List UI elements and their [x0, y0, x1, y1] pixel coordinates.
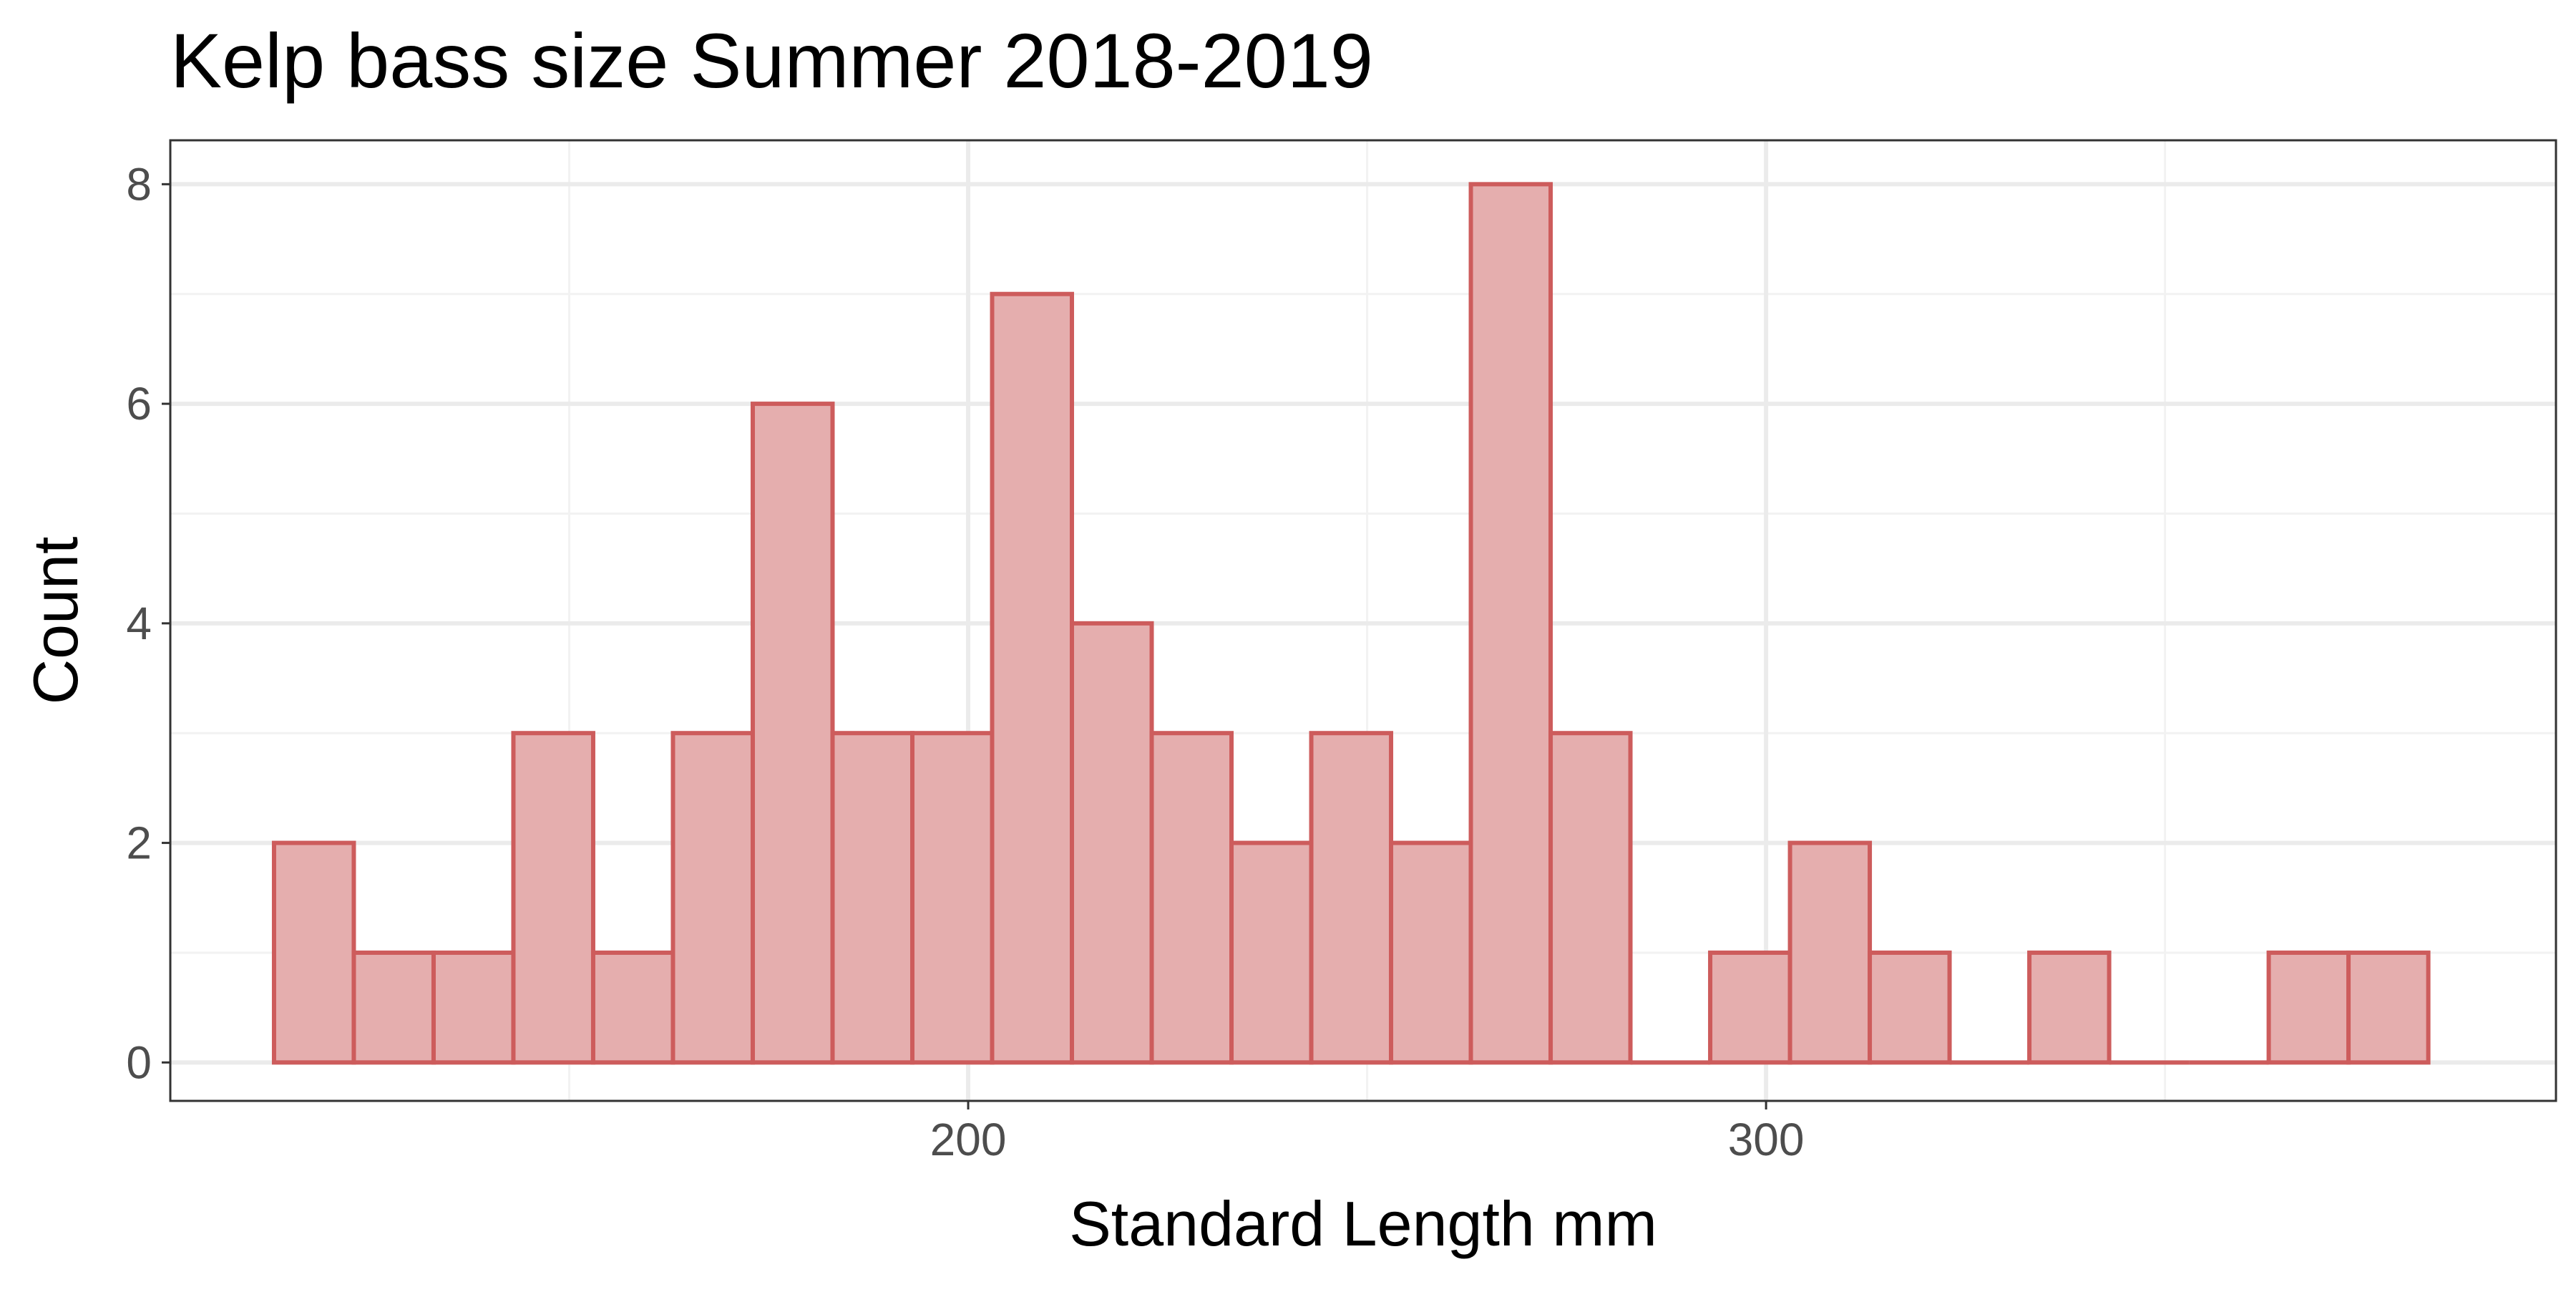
histogram-bar — [909, 731, 995, 1065]
histogram-bar — [1787, 840, 1873, 1065]
y-axis-ticks: 0 2 4 6 8 — [126, 158, 170, 1088]
histogram-bar — [990, 291, 1075, 1065]
y-axis-title: Count — [20, 537, 91, 705]
y-tick-label: 4 — [126, 598, 152, 649]
histogram-bars — [271, 182, 2431, 1065]
histogram-bar — [431, 950, 516, 1065]
y-tick-label: 0 — [126, 1036, 152, 1088]
histogram-bar — [830, 731, 914, 1065]
x-tick-label: 200 — [930, 1114, 1007, 1165]
histogram-bar — [2027, 950, 2112, 1065]
histogram-bar — [1468, 182, 1553, 1065]
histogram-bar — [2266, 950, 2351, 1065]
y-tick-label: 8 — [126, 158, 152, 210]
histogram-bar — [590, 950, 675, 1065]
histogram-bar — [1229, 840, 1314, 1065]
histogram-bar — [1389, 840, 1473, 1065]
x-tick-label: 300 — [1728, 1114, 1805, 1165]
histogram-bar — [511, 731, 595, 1065]
y-tick-label: 2 — [126, 817, 152, 869]
histogram-bar — [1309, 731, 1394, 1065]
x-axis-title: Standard Length mm — [1069, 1188, 1657, 1259]
histogram-bar — [750, 402, 835, 1065]
histogram-bar — [1708, 950, 1792, 1065]
chart-title: Kelp bass size Summer 2018-2019 — [170, 17, 1373, 104]
histogram-bar — [271, 840, 356, 1065]
histogram-bar — [2346, 950, 2431, 1065]
histogram-bar — [670, 731, 755, 1065]
histogram-bar — [351, 950, 436, 1065]
histogram-bar — [1070, 621, 1154, 1065]
histogram-bar — [1149, 731, 1234, 1065]
y-tick-label: 6 — [126, 378, 152, 429]
histogram-bar — [1548, 731, 1633, 1065]
panel-border — [169, 139, 2557, 1102]
histogram-bar — [1868, 950, 1952, 1065]
x-axis-ticks: 200 300 — [930, 1101, 1805, 1165]
